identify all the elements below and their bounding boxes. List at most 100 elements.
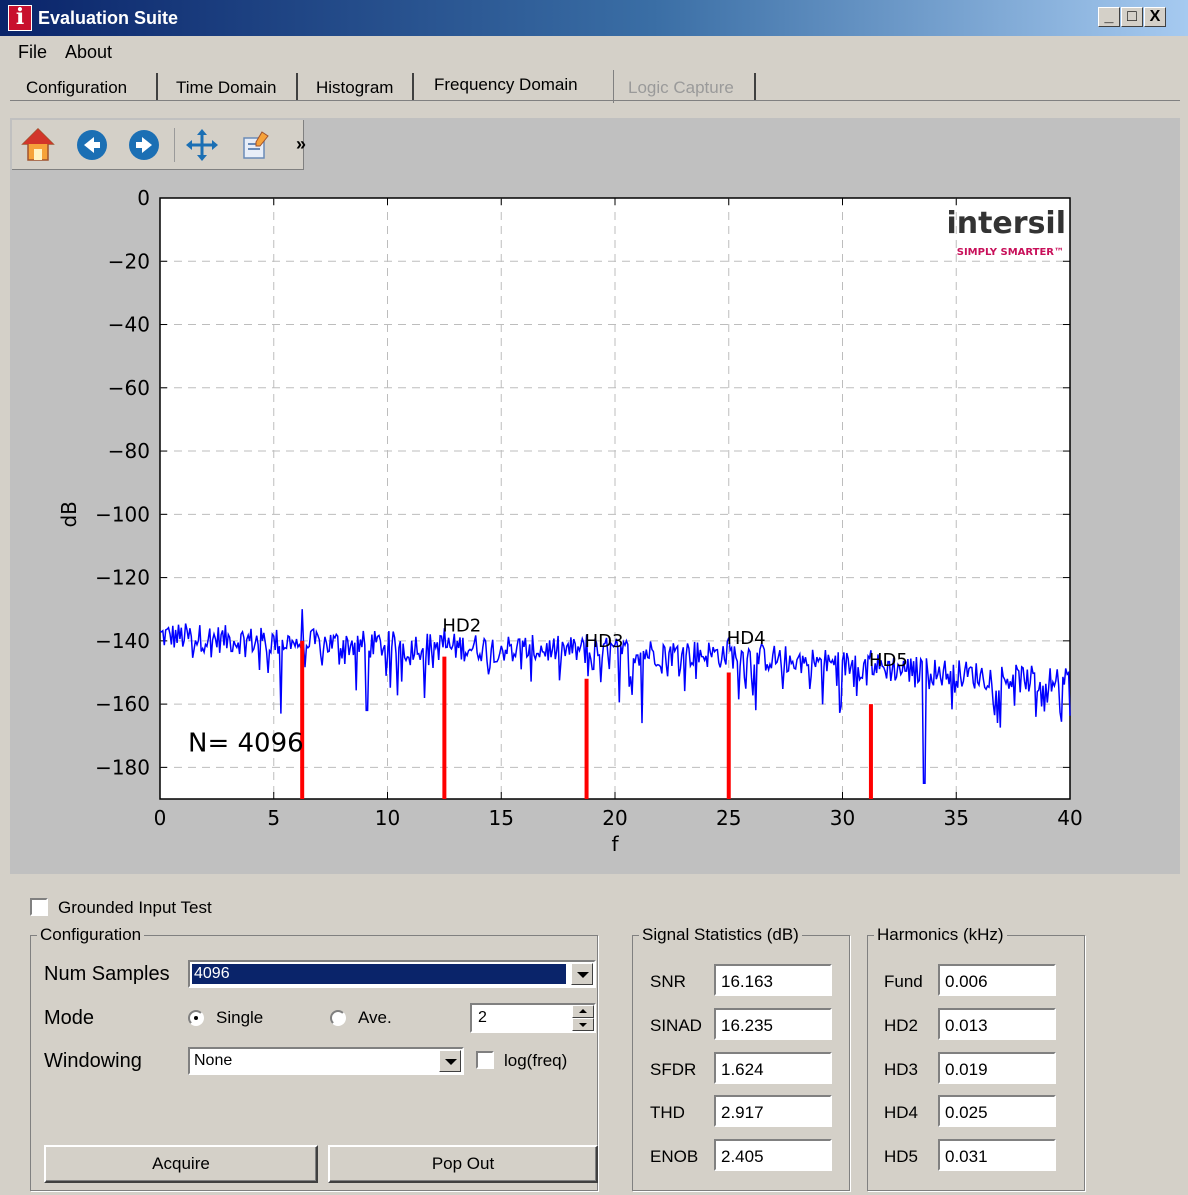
fund-label: Fund xyxy=(884,972,923,991)
tab-configuration[interactable]: Configuration xyxy=(10,73,158,101)
harmonics-title: Harmonics (kHz) xyxy=(874,925,1007,945)
signal-statistics-group: Signal Statistics (dB) xyxy=(632,925,850,1191)
y-tick-label: −20 xyxy=(108,249,150,273)
chevron-down-icon[interactable] xyxy=(439,1050,461,1072)
average-count-value: 2 xyxy=(478,1009,487,1026)
toolbar-overflow-button[interactable]: » xyxy=(296,134,307,154)
hd5-field[interactable]: 0.031 xyxy=(938,1139,1056,1171)
spin-up-icon[interactable] xyxy=(572,1005,594,1018)
minimize-button[interactable]: _ xyxy=(1098,7,1120,27)
x-tick-label: 15 xyxy=(489,806,514,830)
harmonic-label: HD2 xyxy=(442,615,481,636)
y-tick-label: −140 xyxy=(95,629,150,653)
num-samples-value: 4096 xyxy=(192,964,566,984)
sinad-label: SINAD xyxy=(650,1016,702,1035)
mode-average-label: Ave. xyxy=(358,1008,392,1027)
x-tick-label: 20 xyxy=(602,806,627,830)
menu-about[interactable]: About xyxy=(65,42,113,62)
maximize-button[interactable]: □ xyxy=(1121,7,1143,27)
signal-statistics-title: Signal Statistics (dB) xyxy=(639,925,802,945)
spectrum-line xyxy=(159,609,1071,784)
hd5-label: HD5 xyxy=(884,1147,919,1166)
log-freq-checkbox[interactable] xyxy=(476,1051,494,1069)
windowing-label: Windowing xyxy=(44,1050,142,1072)
x-tick-label: 25 xyxy=(716,806,741,830)
x-tick-label: 10 xyxy=(375,806,400,830)
chevron-down-icon[interactable] xyxy=(571,963,593,985)
mode-average-radio[interactable] xyxy=(330,1010,346,1026)
x-tick-label: 30 xyxy=(830,806,855,830)
thd-field[interactable]: 2.917 xyxy=(714,1095,832,1127)
enob-field[interactable]: 2.405 xyxy=(714,1139,832,1171)
plot-panel: 0 5 10 15 20 25 30 35 40 0 −20 −40 −60 −80 −100 −120 −14… xyxy=(10,118,1180,874)
app-icon xyxy=(8,4,32,31)
intersil-logo: intersil xyxy=(946,206,1066,241)
y-tick-label: −40 xyxy=(108,313,150,337)
frequency-chart: 0 5 10 15 20 25 30 35 40 0 −20 −40 −60 −80 −100 −120 −14… xyxy=(57,186,1083,856)
harmonic-label: HD4 xyxy=(727,628,766,649)
average-count-spinbox[interactable]: 2 xyxy=(470,1003,596,1033)
close-button[interactable]: X xyxy=(1144,7,1166,27)
title-bar: Evaluation Suite _ □ X xyxy=(0,0,1188,36)
snr-label: SNR xyxy=(650,972,686,991)
configuration-group-title: Configuration xyxy=(37,925,145,945)
log-freq-label: log(freq) xyxy=(504,1051,568,1070)
y-tick-label: −120 xyxy=(95,566,150,590)
windowing-select[interactable]: None xyxy=(188,1047,464,1075)
tab-logic-capture[interactable]: Logic Capture xyxy=(612,73,756,101)
toolbar-separator xyxy=(174,128,175,162)
y-tick-label: −100 xyxy=(95,502,150,526)
y-tick-label: −180 xyxy=(95,755,150,779)
snr-field[interactable]: 16.163 xyxy=(714,964,832,996)
tab-divider xyxy=(10,100,1180,101)
back-arrow-icon[interactable] xyxy=(74,126,110,164)
hd3-field[interactable]: 0.019 xyxy=(938,1052,1056,1084)
y-tick-label: −60 xyxy=(108,376,150,400)
pan-icon[interactable] xyxy=(184,126,220,164)
tab-frequency-domain[interactable]: Frequency Domain xyxy=(418,70,614,103)
hd2-field[interactable]: 0.013 xyxy=(938,1008,1056,1040)
tab-bar: Configuration Time Domain Histogram Freq… xyxy=(10,70,770,103)
hd3-label: HD3 xyxy=(884,1060,919,1079)
windowing-value: None xyxy=(194,1052,233,1069)
mode-single-label: Single xyxy=(216,1008,264,1027)
sfdr-label: SFDR xyxy=(650,1060,697,1079)
mode-single-radio[interactable] xyxy=(188,1010,204,1026)
hd4-label: HD4 xyxy=(884,1103,919,1122)
x-tick-label: 5 xyxy=(267,806,280,830)
forward-arrow-icon[interactable] xyxy=(126,126,162,164)
menu-file[interactable]: File xyxy=(18,42,48,62)
num-samples-label: Num Samples xyxy=(44,963,170,985)
y-tick-label: 0 xyxy=(137,186,150,210)
harmonics-group: Harmonics (kHz) xyxy=(867,925,1085,1191)
menu-bar: File About xyxy=(0,37,1188,67)
hd4-field[interactable]: 0.025 xyxy=(938,1095,1056,1127)
tab-histogram[interactable]: Histogram xyxy=(300,73,414,101)
fund-field[interactable]: 0.006 xyxy=(938,964,1056,996)
num-samples-select[interactable]: 4096 xyxy=(188,960,596,988)
tab-time-domain[interactable]: Time Domain xyxy=(160,73,298,101)
x-tick-label: 40 xyxy=(1057,806,1082,830)
configure-subplots-icon[interactable] xyxy=(238,126,274,164)
grounded-input-checkbox[interactable] xyxy=(30,898,48,916)
x-tick-label: 0 xyxy=(154,806,167,830)
sfdr-field[interactable]: 1.624 xyxy=(714,1052,832,1084)
thd-label: THD xyxy=(650,1103,685,1122)
mode-label: Mode xyxy=(44,1007,95,1029)
y-tick-label: −80 xyxy=(108,439,150,463)
x-axis-label: f xyxy=(611,832,619,856)
home-icon[interactable] xyxy=(20,126,56,164)
plot-toolbar: » xyxy=(12,120,307,170)
harmonic-label: HD5 xyxy=(869,650,908,671)
harmonic-label: HD3 xyxy=(585,631,624,652)
enob-label: ENOB xyxy=(650,1147,699,1166)
grounded-input-label: Grounded Input Test xyxy=(58,898,212,917)
sinad-field[interactable]: 16.235 xyxy=(714,1008,832,1040)
configuration-group: Configuration xyxy=(30,925,598,1191)
sample-count-label: N= 4096 xyxy=(188,729,304,759)
pop-out-button[interactable]: Pop Out xyxy=(328,1145,598,1183)
acquire-button[interactable]: Acquire xyxy=(44,1145,318,1183)
spin-down-icon[interactable] xyxy=(572,1018,594,1031)
x-tick-label: 35 xyxy=(944,806,969,830)
y-axis-label: dB xyxy=(57,501,81,527)
